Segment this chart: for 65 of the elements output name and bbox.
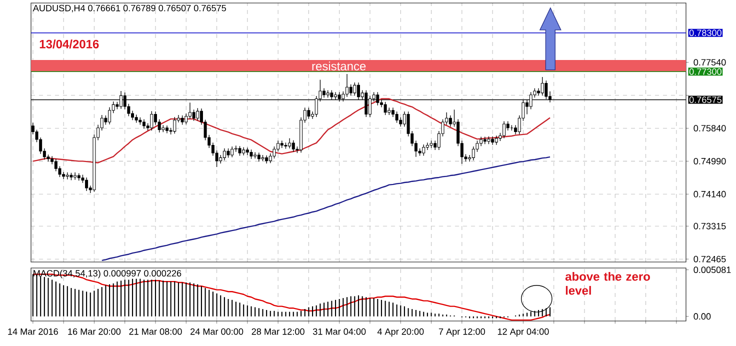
candlestick bbox=[448, 115, 452, 128]
y-tick-label: 0.00 bbox=[694, 313, 711, 320]
y-tick-label: 0.72465 bbox=[694, 256, 726, 262]
candlestick bbox=[85, 177, 88, 192]
candlestick bbox=[150, 110, 154, 131]
y-tick-label: 0.73315 bbox=[694, 222, 726, 230]
annotation: above the zero level bbox=[565, 272, 650, 295]
candlestick bbox=[494, 135, 498, 146]
candlestick bbox=[250, 149, 253, 160]
candlestick bbox=[131, 110, 134, 120]
candlestick bbox=[230, 146, 234, 158]
candlestick bbox=[353, 82, 356, 96]
candlestick bbox=[54, 158, 58, 172]
candlestick bbox=[395, 111, 398, 124]
candlestick bbox=[502, 120, 506, 139]
candlestick bbox=[480, 136, 483, 146]
candlestick bbox=[226, 148, 230, 158]
x-tick-label: 21 Mar 08:00 bbox=[129, 328, 182, 335]
y-tick-label: 0.005081 bbox=[694, 266, 731, 274]
candlestick bbox=[173, 116, 176, 134]
x-tick-label: 24 Mar 00:00 bbox=[190, 328, 244, 335]
candlestick bbox=[322, 88, 326, 98]
candlestick bbox=[222, 148, 226, 161]
chart-title: AUDUSD,H4 0.76661 0.76789 0.76507 0.76575 bbox=[32, 4, 226, 12]
candlestick bbox=[268, 153, 272, 164]
candlestick bbox=[246, 147, 249, 156]
annotation: 13/04/2016 bbox=[40, 40, 99, 48]
candlestick bbox=[399, 117, 402, 128]
candlestick bbox=[234, 145, 238, 152]
candlestick bbox=[188, 102, 192, 120]
candlestick bbox=[74, 172, 77, 180]
candlestick bbox=[391, 107, 394, 118]
candlestick bbox=[108, 106, 112, 125]
band-label: resistance bbox=[312, 62, 366, 70]
x-tick-label: 14 Mar 2016 bbox=[8, 328, 58, 335]
candlestick bbox=[422, 144, 426, 156]
candlestick bbox=[292, 140, 295, 152]
x-tick-label: 7 Apr 12:00 bbox=[438, 328, 485, 337]
candlestick bbox=[180, 115, 184, 126]
y-tick-label: 0.74140 bbox=[694, 190, 726, 198]
candlestick bbox=[62, 172, 66, 180]
candlestick bbox=[238, 146, 242, 156]
candlestick bbox=[307, 107, 310, 120]
ref-line-label: 0.76575 bbox=[689, 96, 722, 103]
y-tick-label: 0.75840 bbox=[694, 125, 726, 132]
y-tick-label: 0.74990 bbox=[694, 158, 726, 164]
candlestick bbox=[184, 113, 188, 125]
candlestick bbox=[540, 76, 544, 96]
candlestick bbox=[349, 84, 352, 96]
x-tick-label: 28 Mar 12:00 bbox=[252, 328, 304, 335]
x-tick-label: 31 Mar 04:00 bbox=[312, 328, 366, 335]
candlestick bbox=[50, 156, 54, 165]
y-tick-label: 0.77540 bbox=[694, 59, 726, 66]
candlestick bbox=[196, 108, 200, 121]
candlestick bbox=[472, 146, 475, 161]
candlestick bbox=[384, 102, 387, 116]
ref-line-label: 0.78300 bbox=[689, 30, 722, 36]
candlestick bbox=[288, 138, 292, 149]
x-tick-label: 4 Apr 20:00 bbox=[377, 328, 424, 337]
candlestick bbox=[346, 74, 349, 98]
candlestick bbox=[142, 118, 146, 129]
x-tick-label: 12 Apr 04:00 bbox=[498, 328, 549, 337]
ref-line-label: 0.77300 bbox=[689, 68, 722, 75]
x-tick-label: 16 Mar 20:00 bbox=[68, 328, 121, 335]
candlestick bbox=[426, 142, 429, 150]
